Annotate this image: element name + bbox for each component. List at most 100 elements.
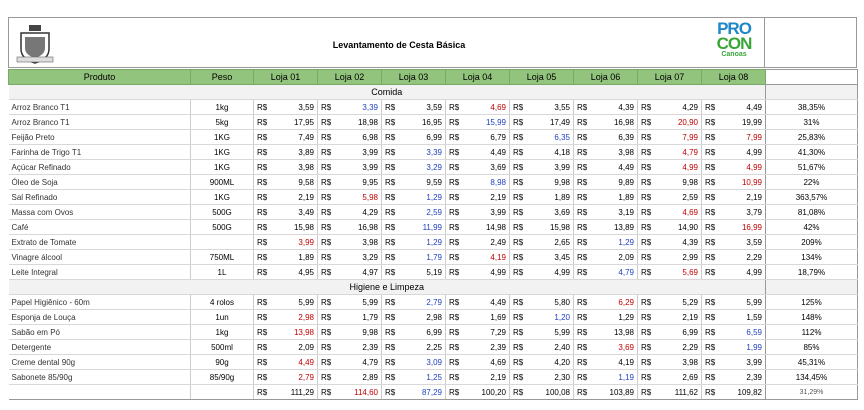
product: Sabonete 85/90g — [8, 369, 191, 385]
currency: R$ — [257, 147, 268, 157]
price: 2,65 — [554, 237, 570, 247]
price-cell: R$ 1,79 — [317, 309, 382, 325]
product: Detergente — [8, 339, 191, 355]
price-cell: R$ 2,19 — [445, 189, 510, 205]
price: 3,99 — [746, 357, 762, 367]
header: Levantamento de Cesta Básica PRO CON Can… — [8, 17, 857, 68]
price: 5,29 — [682, 297, 698, 307]
price: 7,29 — [490, 327, 506, 337]
price: 5,69 — [682, 267, 698, 277]
price: 13,98 — [293, 327, 314, 337]
price: 5,98 — [362, 192, 378, 202]
price-cell: R$ 4,99 — [701, 264, 766, 280]
currency: R$ — [385, 237, 396, 247]
currency: R$ — [385, 102, 396, 112]
price-cell: R$ 7,29 — [445, 324, 510, 340]
price: 13,98 — [613, 327, 634, 337]
product-row: Massa com Ovos 500G R$ 3,49 R$ 4,29 R$ 2,59 R$ 3,… — [8, 204, 858, 220]
currency: R$ — [705, 222, 716, 232]
weight: 500ml — [190, 339, 254, 355]
price: 1,20 — [554, 312, 570, 322]
product-row: Sabão em Pó 1kg R$ 13,98 R$ 9,98 R$ 6,99 R$ 7,29 R… — [8, 324, 858, 340]
currency: R$ — [641, 147, 652, 157]
price-cell: R$ 3,69 — [509, 204, 574, 220]
currency: R$ — [705, 237, 716, 247]
price: 6,99 — [426, 327, 442, 337]
price: 4,19 — [490, 252, 506, 262]
price-cell: R$ 15,98 — [253, 219, 318, 235]
currency: R$ — [705, 297, 716, 307]
price-cell: R$ 2,79 — [253, 369, 318, 385]
currency: R$ — [385, 117, 396, 127]
price: 5,99 — [554, 327, 570, 337]
column-header: Loja 01 — [253, 69, 318, 85]
currency: R$ — [449, 177, 460, 187]
product: Açúcar Refinado — [8, 159, 191, 175]
price-cell: R$ 3,99 — [317, 144, 382, 160]
price-cell: R$ 4,19 — [573, 354, 638, 370]
currency: R$ — [385, 327, 396, 337]
price: 2,19 — [298, 192, 314, 202]
price-cell: R$ 2,19 — [253, 189, 318, 205]
currency: R$ — [321, 147, 332, 157]
product-row: Extrato de Tomate R$ 3,99 R$ 3,98 R$ 1,29 R$ 2,4… — [8, 234, 858, 250]
currency: R$ — [705, 267, 716, 277]
price: 3,89 — [298, 147, 314, 157]
variation: 51,67% — [765, 159, 858, 175]
price-cell: R$ 1,25 — [381, 369, 446, 385]
currency: R$ — [577, 387, 588, 397]
price-cell: R$ 6,59 — [701, 324, 766, 340]
price: 4,79 — [362, 357, 378, 367]
price-cell: R$ 11,99 — [381, 219, 446, 235]
currency: R$ — [641, 222, 652, 232]
currency: R$ — [449, 357, 460, 367]
price-cell: R$ 2,98 — [253, 309, 318, 325]
price: 4,49 — [618, 162, 634, 172]
totals-row: R$ 111,29 R$ 114,60 R$ 87,29 R$ 100,20 R$ 100,08 R… — [8, 384, 858, 400]
currency: R$ — [641, 177, 652, 187]
price: 3,19 — [618, 207, 634, 217]
price-cell: R$ 6,39 — [573, 129, 638, 145]
price: 3,99 — [298, 237, 314, 247]
price-cell: R$ 5,99 — [701, 294, 766, 310]
price-cell: R$ 2,89 — [317, 369, 382, 385]
currency: R$ — [577, 237, 588, 247]
product-row: Esponja de Louça 1un R$ 2,98 R$ 1,79 R$ 2,98 R$ 1… — [8, 309, 858, 325]
price-cell: R$ 3,29 — [317, 249, 382, 265]
price: 2,09 — [618, 252, 634, 262]
currency: R$ — [577, 132, 588, 142]
weight: 500G — [190, 204, 254, 220]
price-cell: R$ 3,69 — [573, 339, 638, 355]
currency: R$ — [577, 327, 588, 337]
currency: R$ — [705, 147, 716, 157]
currency: R$ — [705, 372, 716, 382]
price-cell: R$ 3,39 — [381, 144, 446, 160]
price-cell: R$ 5,99 — [253, 294, 318, 310]
variation: 45,31% — [765, 354, 858, 370]
price-cell: R$ 16,98 — [573, 114, 638, 130]
weight: 1KG — [190, 159, 254, 175]
price-cell: R$ 10,99 — [701, 174, 766, 190]
price-cell: R$ 3,69 — [445, 159, 510, 175]
price: 114,60 — [354, 387, 378, 397]
currency: R$ — [513, 327, 524, 337]
price: 3,79 — [746, 207, 762, 217]
price-cell: R$ 3,39 — [317, 99, 382, 115]
variation: 31,29% — [765, 384, 858, 400]
variation: 25,83% — [765, 129, 858, 145]
price-cell: R$ 3,79 — [701, 204, 766, 220]
currency: R$ — [513, 222, 524, 232]
price-cell: R$ 6,29 — [573, 294, 638, 310]
currency: R$ — [321, 327, 332, 337]
price: 1,69 — [490, 312, 506, 322]
price-cell: R$ 4,49 — [445, 144, 510, 160]
price: 111,62 — [674, 387, 698, 397]
currency: R$ — [385, 177, 396, 187]
product-row: Açúcar Refinado 1KG R$ 3,98 R$ 3,99 R$ 3,29 R$ 3,… — [8, 159, 858, 175]
product-row: Leite Integral 1L R$ 4,95 R$ 4,97 R$ 5,19 R$ 4,99… — [8, 264, 858, 280]
price-cell: R$ 3,98 — [253, 159, 318, 175]
currency: R$ — [641, 237, 652, 247]
column-header: Loja 04 — [445, 69, 510, 85]
price-cell: R$ 18,98 — [317, 114, 382, 130]
